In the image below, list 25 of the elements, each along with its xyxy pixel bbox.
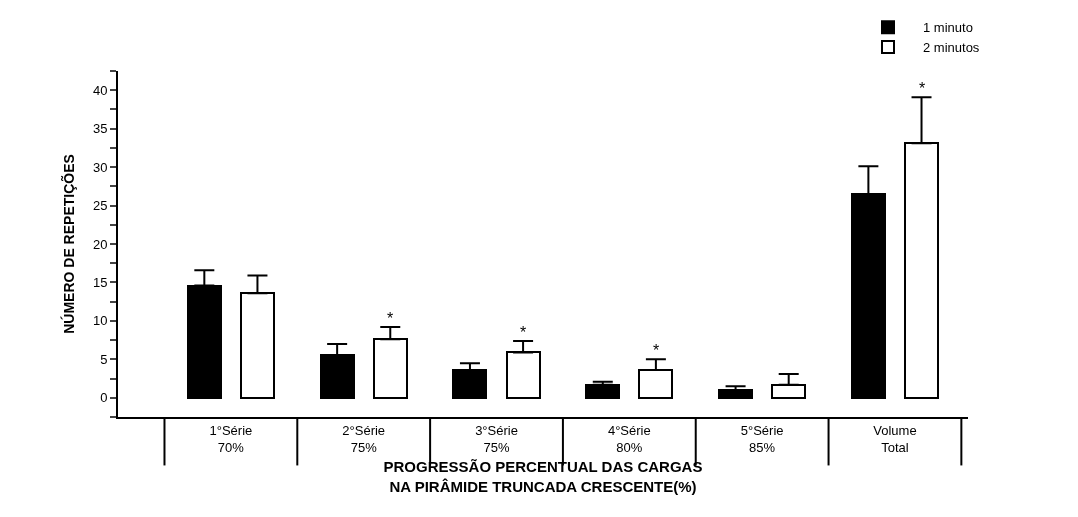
x-tick-label: Volume Total xyxy=(873,422,917,455)
y-tick-label: 35 xyxy=(92,121,108,137)
y-tick-label: 30 xyxy=(92,159,108,175)
data-label: * xyxy=(520,324,527,341)
bar xyxy=(718,389,753,399)
data-label: * xyxy=(387,310,394,327)
legend-label: 2 minutos xyxy=(923,40,980,56)
bar xyxy=(585,384,620,399)
data-label: * xyxy=(919,80,926,97)
y-tick-label: 0 xyxy=(100,390,108,406)
x-tick-label: 2°Série 75% xyxy=(342,422,386,455)
y-axis-title: NÚMERO DE REPETIÇÕES xyxy=(60,154,78,334)
y-tick-label: 25 xyxy=(92,198,108,214)
x-tick-label: 1°Série 70% xyxy=(209,422,253,455)
x-tick-label: 5°Série 85% xyxy=(740,422,784,455)
x-tick-label: 4°Série 80% xyxy=(607,422,651,455)
y-tick-label: 5 xyxy=(100,351,108,367)
data-label: * xyxy=(653,342,660,359)
y-tick-label: 20 xyxy=(92,236,108,252)
y-tick-label: 15 xyxy=(92,274,108,290)
y-tick-label: 10 xyxy=(92,313,108,329)
legend-label: 1 minuto xyxy=(923,20,973,36)
x-axis-title: PROGRESSÃO PERCENTUAL DAS CARGAS NA PIRÂMIDE TRUNCADA CRESCENTE(%) xyxy=(383,458,703,495)
y-tick-label: 40 xyxy=(92,82,108,98)
x-tick-label: 3°Série 75% xyxy=(475,422,518,455)
